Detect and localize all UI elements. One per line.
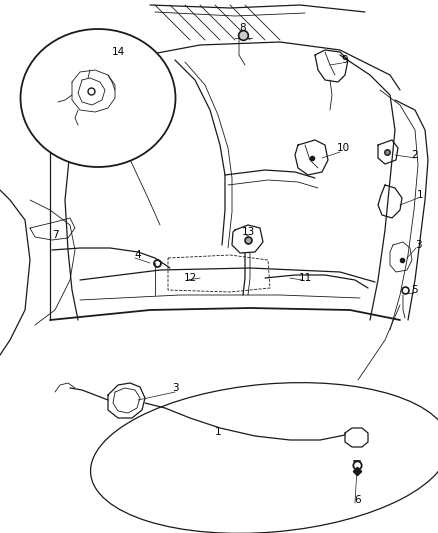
Text: 7: 7 — [52, 230, 58, 240]
Text: 3: 3 — [415, 240, 421, 250]
Text: 1: 1 — [215, 427, 221, 437]
Ellipse shape — [21, 29, 176, 167]
Text: 14: 14 — [111, 47, 125, 57]
Text: 13: 13 — [241, 227, 254, 237]
Text: 5: 5 — [412, 285, 418, 295]
Text: 8: 8 — [240, 23, 246, 33]
Text: 2: 2 — [412, 150, 418, 160]
Text: 12: 12 — [184, 273, 197, 283]
Text: 10: 10 — [336, 143, 350, 153]
Text: 9: 9 — [342, 55, 348, 65]
Text: 1: 1 — [417, 190, 423, 200]
Text: 3: 3 — [172, 383, 178, 393]
Text: 6: 6 — [355, 495, 361, 505]
Text: 11: 11 — [298, 273, 311, 283]
Text: 4: 4 — [135, 250, 141, 260]
Ellipse shape — [91, 383, 438, 533]
